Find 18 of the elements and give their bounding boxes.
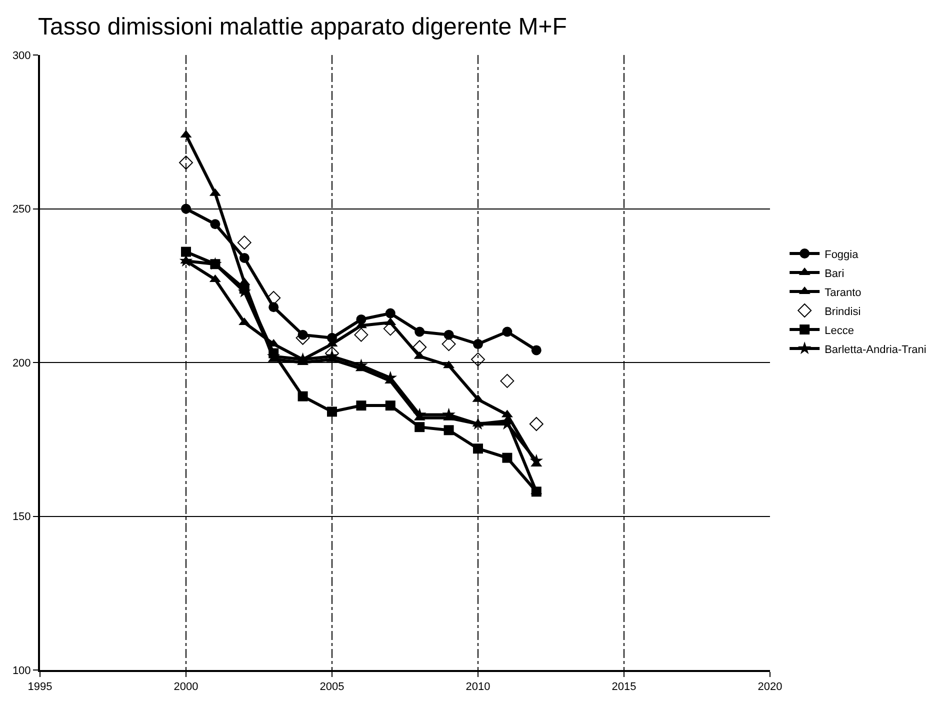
legend-label: Taranto	[824, 286, 862, 299]
legend-label: Barletta-Andria-Trani	[824, 344, 926, 356]
y-tick-label: 250	[12, 204, 31, 216]
legend-label: Lecce	[824, 324, 854, 337]
y-tick-label: 100	[12, 664, 31, 677]
legend-label: Brindisi	[824, 306, 861, 318]
legend-label: Bari	[824, 268, 844, 280]
y-tick-label: 150	[12, 511, 31, 524]
y-tick-label: 300	[12, 50, 31, 62]
legend-label: Foggia	[824, 248, 860, 261]
x-tick-label: 2020	[758, 681, 782, 694]
chart-title: Tasso dimissioni malattie apparato digerente M+F	[38, 13, 567, 40]
x-tick-label: 2010	[466, 681, 490, 694]
x-tick-label: 2015	[612, 681, 636, 694]
y-tick-label: 200	[12, 357, 31, 370]
x-tick-label: 2000	[174, 681, 198, 694]
x-tick-label: 1995	[28, 681, 52, 694]
x-tick-label: 2005	[320, 681, 344, 694]
